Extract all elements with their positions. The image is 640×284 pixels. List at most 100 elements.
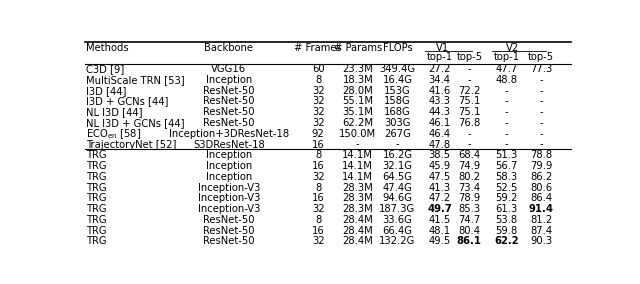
- Text: TRG: TRG: [86, 225, 107, 236]
- Text: 32: 32: [312, 97, 324, 106]
- Text: V1: V1: [435, 43, 449, 53]
- Text: Inception: Inception: [205, 150, 252, 160]
- Text: TRG: TRG: [86, 193, 107, 203]
- Text: -: -: [540, 86, 543, 96]
- Text: 49.5: 49.5: [428, 236, 451, 247]
- Text: 55.1M: 55.1M: [342, 97, 373, 106]
- Text: 8: 8: [315, 215, 321, 225]
- Text: 47.8: 47.8: [429, 139, 451, 149]
- Text: 62.2: 62.2: [494, 236, 519, 247]
- Text: 68.4: 68.4: [458, 150, 481, 160]
- Text: ResNet-50: ResNet-50: [203, 97, 255, 106]
- Text: I3D [44]: I3D [44]: [86, 86, 126, 96]
- Text: 47.4G: 47.4G: [383, 183, 412, 193]
- Text: MultiScale TRN [53]: MultiScale TRN [53]: [86, 75, 184, 85]
- Text: 62.2M: 62.2M: [342, 118, 373, 128]
- Text: 16: 16: [312, 139, 324, 149]
- Text: Backbone: Backbone: [204, 43, 253, 53]
- Text: 8: 8: [315, 75, 321, 85]
- Text: S3DResNet-18: S3DResNet-18: [193, 139, 265, 149]
- Text: 28.4M: 28.4M: [342, 225, 373, 236]
- Text: 32: 32: [312, 86, 324, 96]
- Text: 61.3: 61.3: [495, 204, 518, 214]
- Text: 28.3M: 28.3M: [342, 183, 373, 193]
- Text: -: -: [540, 118, 543, 128]
- Text: 34.4: 34.4: [429, 75, 451, 85]
- Text: 168G: 168G: [384, 107, 411, 117]
- Text: 43.3: 43.3: [429, 97, 451, 106]
- Text: 51.3: 51.3: [495, 150, 518, 160]
- Text: 53.8: 53.8: [495, 215, 518, 225]
- Text: 132.2G: 132.2G: [380, 236, 415, 247]
- Text: ResNet-50: ResNet-50: [203, 236, 255, 247]
- Text: 58.3: 58.3: [495, 172, 518, 182]
- Text: # Frames: # Frames: [294, 43, 342, 53]
- Text: top-1: top-1: [426, 52, 452, 62]
- Text: -: -: [396, 139, 399, 149]
- Text: 14.1M: 14.1M: [342, 150, 373, 160]
- Text: ResNet-50: ResNet-50: [203, 225, 255, 236]
- Text: 77.3: 77.3: [530, 64, 552, 74]
- Text: 74.9: 74.9: [458, 161, 481, 171]
- Text: 267G: 267G: [384, 129, 411, 139]
- Text: -: -: [505, 107, 508, 117]
- Text: 32.1G: 32.1G: [383, 161, 412, 171]
- Text: -: -: [505, 97, 508, 106]
- Text: NL I3D [44]: NL I3D [44]: [86, 107, 143, 117]
- Text: 60: 60: [312, 64, 324, 74]
- Text: TRG: TRG: [86, 204, 107, 214]
- Text: 47.5: 47.5: [428, 172, 451, 182]
- Text: 48.8: 48.8: [495, 75, 518, 85]
- Text: -: -: [540, 129, 543, 139]
- Text: 49.7: 49.7: [428, 204, 452, 214]
- Text: C3D [9]: C3D [9]: [86, 64, 124, 74]
- Text: 48.1: 48.1: [429, 225, 451, 236]
- Text: 14.1M: 14.1M: [342, 172, 373, 182]
- Text: 86.2: 86.2: [530, 172, 552, 182]
- Text: 14.1M: 14.1M: [342, 161, 373, 171]
- Text: 76.8: 76.8: [458, 118, 481, 128]
- Text: -: -: [540, 139, 543, 149]
- Text: 74.7: 74.7: [458, 215, 481, 225]
- Text: -: -: [356, 139, 360, 149]
- Text: VGG16: VGG16: [211, 64, 246, 74]
- Text: NL I3D + GCNs [44]: NL I3D + GCNs [44]: [86, 118, 184, 128]
- Text: 45.9: 45.9: [428, 161, 451, 171]
- Text: -: -: [505, 129, 508, 139]
- Text: 38.5: 38.5: [429, 150, 451, 160]
- Text: 32: 32: [312, 107, 324, 117]
- Text: 33.6G: 33.6G: [383, 215, 412, 225]
- Text: TRG: TRG: [86, 150, 107, 160]
- Text: 46.4: 46.4: [429, 129, 451, 139]
- Text: 92: 92: [312, 129, 324, 139]
- Text: ResNet-50: ResNet-50: [203, 107, 255, 117]
- Text: 16: 16: [312, 225, 324, 236]
- Text: 80.4: 80.4: [458, 225, 481, 236]
- Text: 91.4: 91.4: [529, 204, 554, 214]
- Text: 35.1M: 35.1M: [342, 107, 373, 117]
- Text: 16: 16: [312, 161, 324, 171]
- Text: Inception-V3: Inception-V3: [198, 193, 260, 203]
- Text: 85.3: 85.3: [458, 204, 481, 214]
- Text: 52.5: 52.5: [495, 183, 518, 193]
- Text: -: -: [540, 107, 543, 117]
- Text: 32: 32: [312, 236, 324, 247]
- Text: 187.3G: 187.3G: [380, 204, 415, 214]
- Text: -: -: [505, 118, 508, 128]
- Text: Inception: Inception: [205, 172, 252, 182]
- Text: 90.3: 90.3: [530, 236, 552, 247]
- Text: 44.3: 44.3: [429, 107, 451, 117]
- Text: 16.4G: 16.4G: [383, 75, 412, 85]
- Text: 56.7: 56.7: [495, 161, 518, 171]
- Text: 150.0M: 150.0M: [339, 129, 376, 139]
- Text: 78.9: 78.9: [458, 193, 481, 203]
- Text: 28.4M: 28.4M: [342, 236, 373, 247]
- Text: -: -: [505, 86, 508, 96]
- Text: TRG: TRG: [86, 215, 107, 225]
- Text: 32: 32: [312, 204, 324, 214]
- Text: 64.5G: 64.5G: [383, 172, 412, 182]
- Text: -: -: [540, 97, 543, 106]
- Text: 8: 8: [315, 150, 321, 160]
- Text: 72.2: 72.2: [458, 86, 481, 96]
- Text: 86.4: 86.4: [530, 193, 552, 203]
